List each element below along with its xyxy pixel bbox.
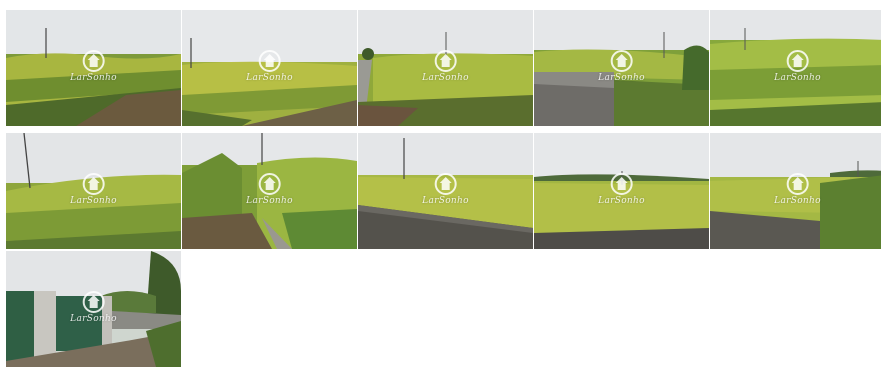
photo-thumbnail-11[interactable]: LarSonho	[6, 251, 181, 367]
photo-thumbnail-10[interactable]: LarSonho	[710, 133, 881, 249]
photo-thumbnail-3[interactable]: LarSonho	[358, 10, 533, 126]
photo-3-image	[358, 10, 533, 126]
photo-5-image	[710, 10, 881, 126]
photo-4-image	[534, 10, 709, 126]
photo-thumbnail-9[interactable]: LarSonho	[534, 133, 709, 249]
photo-thumbnail-5[interactable]: LarSonho	[710, 10, 881, 126]
photo-1-image	[6, 10, 181, 126]
photo-thumbnail-6[interactable]: LarSonho	[6, 133, 181, 249]
photo-8-image	[358, 133, 533, 249]
photo-thumbnail-4[interactable]: LarSonho	[534, 10, 709, 126]
photo-thumbnail-2[interactable]: LarSonho	[182, 10, 357, 126]
photo-9-image	[534, 133, 709, 249]
photo-11-image	[6, 251, 181, 367]
photo-thumbnail-7[interactable]: LarSonho	[182, 133, 357, 249]
photo-7-image	[182, 133, 357, 249]
photo-2-image	[182, 10, 357, 126]
photo-6-image	[6, 133, 181, 249]
photo-thumbnail-1[interactable]: LarSonho	[6, 10, 181, 126]
photo-10-image	[710, 133, 881, 249]
photo-thumbnail-8[interactable]: LarSonho	[358, 133, 533, 249]
